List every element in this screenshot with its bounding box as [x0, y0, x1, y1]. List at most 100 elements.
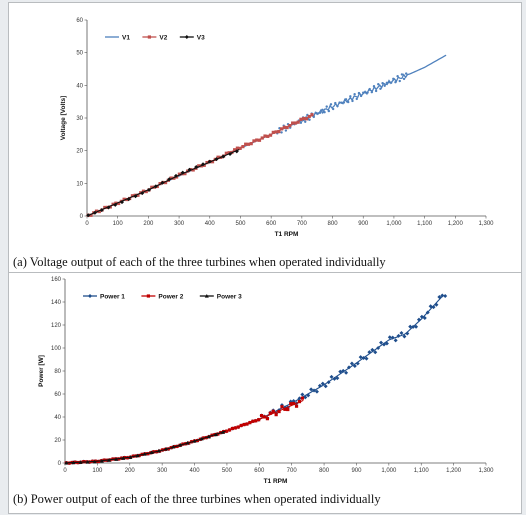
power-series-point-1	[300, 392, 305, 397]
power-series-point-2	[224, 429, 229, 433]
voltage-x-tick-label: 1,200	[448, 221, 464, 227]
power-series-point-1	[419, 314, 424, 319]
chart-panel-power: 0 100 200 300 400 500 600 700 800 900 1,000 1,100 1,…	[8, 272, 522, 514]
voltage-series-point-1	[366, 91, 369, 94]
caption-voltage: (a) Voltage output of each of the three …	[13, 255, 386, 269]
power-series-point-3	[121, 456, 126, 460]
power-series-point-1	[297, 396, 302, 401]
voltage-x-tick-label: 800	[328, 221, 339, 227]
voltage-series-point-2	[205, 160, 209, 165]
power-series-point-1	[414, 324, 419, 329]
voltage-series-point-3	[146, 187, 151, 192]
power-legend-marker-2	[146, 294, 150, 298]
voltage-series-point-2	[97, 209, 101, 214]
power-series-point-1	[355, 361, 360, 366]
voltage-series-point-2	[141, 189, 146, 193]
power-series-point-1	[387, 335, 392, 340]
power-series-point-3	[114, 457, 119, 461]
power-legend-marker-1	[88, 294, 92, 298]
power-series-point-1	[379, 340, 384, 345]
power-series-point-3	[213, 432, 218, 437]
power-series-point-1	[314, 389, 319, 394]
voltage-series-point-3	[160, 180, 165, 185]
voltage-series-point-2	[249, 142, 253, 146]
power-series-point-3	[99, 459, 104, 463]
power-x-tick-label: 0	[63, 468, 67, 474]
power-series-point-1	[347, 365, 352, 370]
voltage-series-point-3	[174, 173, 179, 178]
voltage-series-point-1	[304, 120, 307, 123]
power-series-point-2	[265, 417, 270, 421]
voltage-series-point-1	[340, 101, 343, 104]
voltage-series-point-2	[224, 151, 228, 155]
power-series-point-1	[437, 295, 442, 300]
voltage-series-point-1	[379, 87, 382, 90]
power-series-point-1	[364, 356, 369, 361]
power-series-point-1	[373, 350, 378, 355]
power-legend-label-2: Power 2	[158, 293, 183, 300]
power-series-point-1	[428, 304, 433, 309]
voltage-series-point-2	[285, 125, 289, 130]
voltage-series-point-1	[327, 109, 331, 113]
voltage-series-point-2	[238, 146, 242, 150]
voltage-series-point-1	[319, 111, 322, 114]
power-x-tick-label: 400	[190, 468, 201, 474]
voltage-series-point-2	[89, 213, 93, 217]
caption-power: (b) Power output of each of the three tu…	[13, 492, 381, 506]
power-series-point-1	[367, 350, 372, 355]
voltage-y-tick-label: 50	[76, 51, 83, 57]
voltage-series-point-3	[133, 194, 138, 199]
voltage-x-tick-label: 300	[174, 221, 185, 227]
voltage-series-point-3	[92, 210, 97, 215]
voltage-series-point-3	[119, 200, 124, 205]
power-y-tick-label: 160	[51, 277, 62, 283]
power-series-point-1	[408, 324, 413, 329]
voltage-series-point-2	[302, 116, 306, 121]
voltage-series-point-1	[389, 81, 393, 84]
power-x-tick-label: 200	[125, 468, 136, 474]
power-series-point-3	[135, 453, 140, 458]
voltage-series-point-1	[396, 74, 399, 78]
power-series-point-2	[271, 409, 275, 413]
power-x-tick-label: 800	[319, 468, 330, 474]
voltage-series-point-2	[246, 142, 251, 146]
voltage-series-point-2	[310, 113, 314, 117]
voltage-series-point-1	[342, 101, 346, 104]
voltage-x-tick-label: 1,100	[417, 221, 433, 227]
voltage-series-point-2	[252, 139, 256, 143]
power-series-point-1	[440, 293, 445, 298]
power-series-point-1	[416, 317, 421, 322]
power-series-point-2	[286, 407, 290, 412]
power-y-tick-label: 120	[51, 323, 62, 329]
voltage-series-point-2	[227, 151, 231, 155]
power-series-point-3	[185, 440, 190, 445]
power-y-tick-label: 60	[54, 392, 61, 398]
power-series-point-3	[71, 460, 76, 465]
power-y-tick-label: 100	[51, 346, 62, 352]
voltage-series-point-2	[244, 142, 248, 146]
voltage-series-point-2	[144, 189, 148, 194]
power-series-3	[64, 430, 226, 465]
voltage-x-tick-label: 600	[266, 221, 277, 227]
power-series-point-1	[431, 305, 436, 310]
power-series-point-2	[283, 407, 287, 411]
power-series-point-1	[306, 393, 311, 398]
voltage-series-point-2	[304, 117, 309, 121]
voltage-series-point-1	[316, 112, 320, 115]
power-legend-label-3: Power 3	[217, 293, 242, 300]
voltage-series-point-2	[163, 180, 168, 185]
voltage-series-point-2	[277, 130, 281, 134]
power-series-point-2	[233, 426, 237, 430]
voltage-series-point-1	[372, 84, 376, 88]
voltage-series-point-3	[221, 154, 226, 159]
power-series-point-1	[312, 388, 317, 393]
voltage-series-point-2	[108, 205, 112, 209]
power-series-point-3	[221, 430, 226, 434]
voltage-series-point-2	[293, 121, 298, 125]
voltage-series-point-1	[405, 72, 408, 75]
voltage-series-point-2	[279, 127, 284, 131]
voltage-y-tick-label: 0	[80, 214, 84, 220]
voltage-series-point-2	[177, 172, 181, 176]
voltage-x-tick-label: 400	[205, 221, 216, 227]
voltage-series-point-2	[94, 209, 99, 213]
